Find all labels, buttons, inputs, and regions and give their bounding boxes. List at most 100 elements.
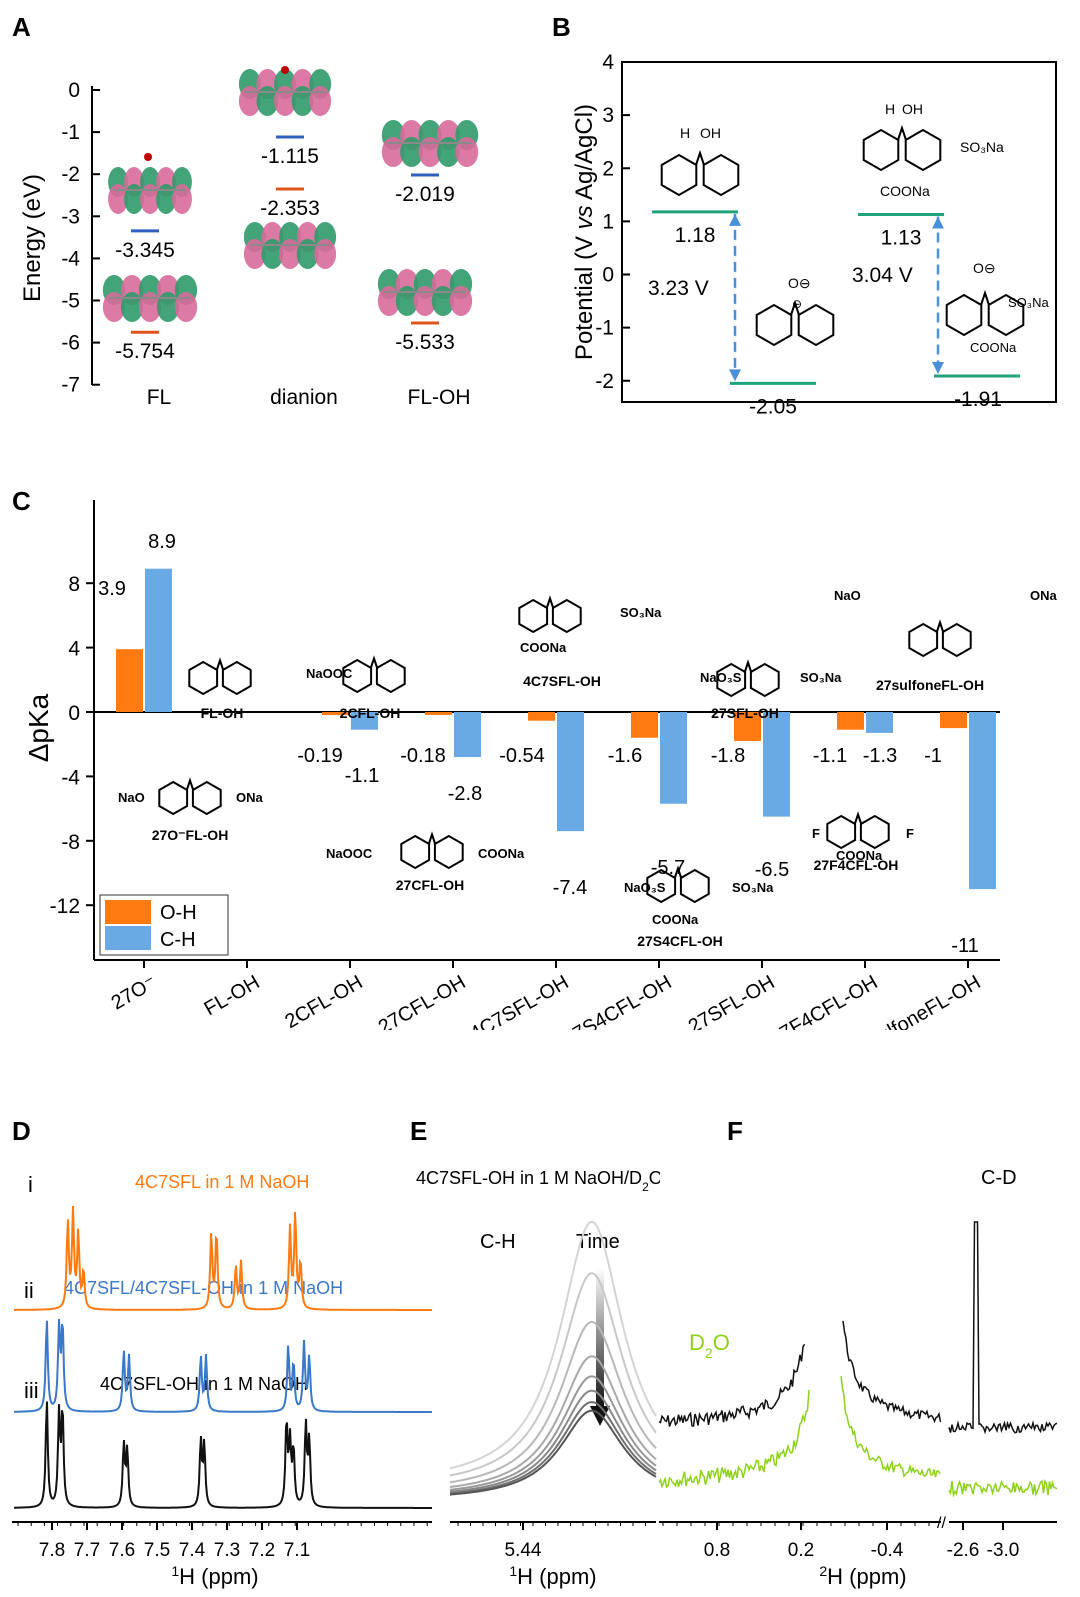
c-molecule-name: 27CFL-OH [396,877,464,893]
c-substituent: COONa [520,640,567,655]
d-xtick-label: 7.2 [249,1540,275,1561]
panel-f-svg: F D2O C-D // 0.8 0.2 -0.4 -2.6 -3.0 2H (ppm) [658,1116,1058,1589]
c-substituent: COONa [478,846,525,861]
a-ytick-label: -5 [61,290,80,313]
a-category-label: dianion [270,386,338,409]
c-substituent: COONa [652,912,699,927]
b-arrowhead-down [729,369,741,382]
c-substituent: SO₃Na [800,670,842,685]
b-level-label: -2.05 [749,395,797,418]
a-ytick-label: -7 [61,374,80,397]
a-ytick-label: -4 [61,247,80,270]
b-ytick-label: -1 [595,317,614,340]
trace-i-title: 4C7SFL in 1 M NaOH [135,1172,309,1192]
c-molecule-name: 27SFL-OH [711,705,779,721]
e-time-trace [449,1401,657,1495]
c-substituent: F [906,826,914,841]
panel-d: D i 4C7SFL in 1 M NaOH ii 4C7SFL/4C7SFL-… [0,1110,440,1597]
c-value-label-oh: -1.6 [608,745,642,767]
trace-ii-roman: ii [24,1278,34,1303]
orbital-isosurface [381,120,479,167]
panel-b-ylabel: Potential (V vs Ag/AgCl) [571,104,598,360]
c-substituent: COONa [836,848,883,863]
orbital-isosurface [108,167,192,214]
c-molecule-name: 4C7SFL-OH [523,673,601,689]
panel-a-letter: A [12,12,31,42]
c-ytick-label: -12 [50,895,80,918]
c-value-label-oh: -1 [924,745,942,767]
bar-ch [660,712,687,804]
d-xtick-label: 7.5 [144,1540,170,1561]
mol-27f4cfl-oh [826,811,890,850]
c-ytick-label: -8 [61,831,80,854]
sfl-anion-structure [945,289,1025,337]
fl-oh-structure [660,149,740,197]
a-level-label: -2.353 [260,197,320,220]
b-arrowhead-up [729,213,741,226]
e-time-trace [449,1375,657,1491]
b-atom-label: SO₃Na [1008,295,1049,310]
legend-swatch-ch [105,926,151,950]
c-substituent: NaO₃S [624,880,666,895]
c-substituent: NaO₃S [700,670,742,685]
d-xtick-label: 7.8 [39,1540,65,1561]
panel-c-svg: C ΔpKa 840-4-8-12 3.98.9-0.19-1.1-0.18-2… [12,486,1058,1030]
c-molecule-name: 2CFL-OH [340,705,401,721]
e-time-trace [449,1321,657,1484]
time-arrow [596,1268,604,1408]
b-atom-label: H [680,125,690,141]
bar-ch [763,712,790,817]
trace-i-line [14,1205,432,1311]
b-atom-label: COONa [880,183,930,199]
b-atom-label: O⊖ [788,275,811,291]
c-substituent: SO₃Na [620,605,662,620]
b-ytick-label: 2 [602,157,614,180]
c-value-label-ch: 8.9 [148,531,176,553]
c-category-label: 4C7SFL-OH [466,971,572,1030]
d-xtick-label: 7.6 [109,1540,135,1561]
panel-e-xlabel: 1H (ppm) [509,1563,596,1589]
a-ytick-label: -2 [61,163,80,186]
a-category-label: FL-OH [408,386,471,409]
c-value-label-oh: -0.54 [499,745,545,767]
c-substituent: SO₃Na [732,880,774,895]
e-time-trace [449,1220,657,1470]
bar-oh [734,712,761,741]
panel-b-svg: B Potential (V vs Ag/AgCl) 4 3 2 1 0 -1 -2 1.1… [552,12,1057,418]
d-xtick-label: 7.4 [179,1540,206,1561]
a-ytick-label: -1 [61,121,80,144]
fl-anion-structure [755,299,835,347]
f-xtick-label: -0.4 [871,1540,904,1561]
panel-e-letter: E [410,1116,427,1146]
c-substituent: ONa [236,790,264,805]
bar-ch [866,712,893,733]
f-xtick-label: -3.0 [987,1540,1020,1561]
legend-oh: O-H [160,902,197,924]
b-atom-label: ⊖ [792,297,802,311]
trace-ii-title: 4C7SFL/4C7SFL-OH in 1 M NaOH [64,1278,343,1298]
a-level-label: -5.533 [395,331,455,354]
c-value-label-oh: -1.8 [711,745,745,767]
a-ytick-label: -3 [61,205,80,228]
panel-e: E 4C7SFL-OH in 1 M NaOH/D2O C-H Time 5.4… [410,1110,660,1597]
f-xtick-label: -2.6 [947,1540,980,1561]
c-substituent: NaO [834,588,861,603]
trace-i-roman: i [28,1172,33,1197]
e-time-trace [449,1389,657,1493]
sample-trace [658,1320,942,1427]
cd-label: C-D [981,1167,1017,1189]
mol-27s4cfl-oh [646,865,710,904]
bar-ch [351,712,378,730]
e-time-trace [449,1272,657,1477]
bar-ch [969,712,996,890]
c-ytick-label: 0 [68,702,80,725]
b-atom-label: COONa [970,340,1017,355]
b-level-label: 1.18 [675,224,716,247]
b-ytick-label: -2 [595,370,614,393]
orbital-isosurface [243,222,337,269]
b-arrowhead-down [932,361,944,374]
axis-break: // [937,1515,946,1532]
panel-a: A Energy (eV) 0 -1 -2 -3 -4 -5 -6 -7 -3.345 -5.7… [0,0,530,430]
e-time-trace [450,1409,657,1496]
a-category-label: FL [147,386,172,409]
